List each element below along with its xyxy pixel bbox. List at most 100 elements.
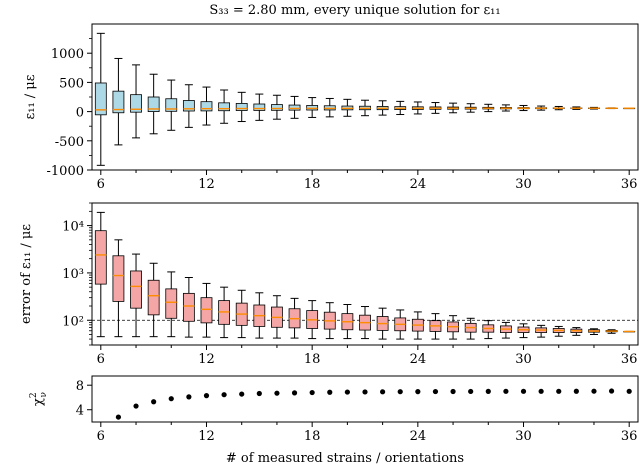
chi2-point-15 xyxy=(256,390,262,397)
box-12 xyxy=(200,282,213,338)
x-tick-label: 12 xyxy=(198,429,215,444)
x-tick-label: 30 xyxy=(515,177,532,192)
chi2-point-25 xyxy=(432,388,439,395)
box-28 xyxy=(482,320,495,340)
x-tick-label: 18 xyxy=(304,177,321,192)
box-26 xyxy=(447,102,459,114)
chi2-point-7 xyxy=(115,414,122,420)
chi2-point-26 xyxy=(450,388,456,395)
box-19 xyxy=(323,97,336,118)
box-15 xyxy=(253,292,266,339)
chi2-point-30 xyxy=(520,388,527,394)
box-36 xyxy=(623,330,636,333)
box-34 xyxy=(588,328,600,335)
x-tick-label: 18 xyxy=(304,429,321,444)
box-33 xyxy=(570,327,583,336)
box-20 xyxy=(341,304,354,340)
box-10 xyxy=(165,79,178,131)
box-21 xyxy=(359,99,371,117)
box-body xyxy=(200,101,213,112)
box-body xyxy=(130,270,142,309)
chi2-point-21 xyxy=(362,389,368,395)
box-27 xyxy=(464,317,477,340)
x-tick-label: 6 xyxy=(97,352,105,367)
chi2-point-19 xyxy=(327,389,333,395)
box-13 xyxy=(218,286,230,339)
chi2-point-24 xyxy=(415,389,421,395)
box-body xyxy=(147,96,160,112)
chi2-point-32 xyxy=(556,388,562,394)
box-14 xyxy=(235,91,248,123)
chi2-point-31 xyxy=(538,388,544,394)
box-35 xyxy=(605,107,618,110)
chi2-point-9 xyxy=(151,399,157,405)
box-body xyxy=(200,297,213,324)
chi2-point-36 xyxy=(626,388,632,394)
chi2-point-27 xyxy=(468,388,474,395)
box-12 xyxy=(200,86,213,126)
chi2-point-12 xyxy=(203,393,210,399)
box-body xyxy=(253,103,266,111)
box-22 xyxy=(376,307,389,340)
box-body xyxy=(112,255,125,302)
box-23 xyxy=(394,309,407,340)
y-axis-label-base: χ xyxy=(31,398,46,406)
chi2-point-29 xyxy=(503,388,509,394)
chi2-point-28 xyxy=(485,388,491,394)
box-14 xyxy=(235,289,248,339)
box-34 xyxy=(588,106,600,110)
box-9 xyxy=(147,262,160,338)
chi2-panel: 6 12 18 24 30 36 4 8 χ2ν xyxy=(29,375,639,444)
box-11 xyxy=(182,277,195,338)
box-body xyxy=(112,90,125,114)
box-35 xyxy=(605,329,618,334)
y-tick-label: 4 xyxy=(76,404,84,419)
box-17 xyxy=(288,297,301,339)
box-body xyxy=(288,104,301,111)
box-32 xyxy=(552,105,565,111)
y-axis-label-sub: ν xyxy=(39,392,49,397)
x-tick-label: 30 xyxy=(515,429,532,444)
x-tick-label: 18 xyxy=(304,352,321,367)
box-15 xyxy=(253,93,266,121)
x-tick-label: 36 xyxy=(621,429,638,444)
box-19 xyxy=(323,302,336,340)
y-tick-label: -500 xyxy=(55,135,84,150)
chi2-point-20 xyxy=(344,389,350,395)
x-tick-label: 36 xyxy=(621,177,638,192)
x-tick-label: 6 xyxy=(97,429,105,444)
x-tick-label: 30 xyxy=(515,352,532,367)
box-30 xyxy=(517,104,530,112)
chart-title: S₃₃ = 2.80 mm, every unique solution for… xyxy=(209,3,500,18)
box-body xyxy=(165,98,178,112)
y-axis-label: ε₁₁ / με xyxy=(23,74,38,119)
box-16 xyxy=(271,295,283,339)
box-6 xyxy=(94,32,107,166)
box-body xyxy=(218,102,230,112)
chi2-point-10 xyxy=(168,396,174,402)
box-30 xyxy=(517,323,530,339)
box-24 xyxy=(411,101,424,115)
y-tick-label: 10³ xyxy=(62,267,84,282)
y-tick-label: 500 xyxy=(59,76,84,91)
box-body xyxy=(271,104,283,111)
box-28 xyxy=(482,103,495,113)
box-31 xyxy=(535,105,548,111)
box-29 xyxy=(500,104,512,112)
y-tick-label: 0 xyxy=(76,106,84,121)
x-tick-label: 24 xyxy=(410,177,427,192)
y-tick-label: 8 xyxy=(76,379,84,394)
box-17 xyxy=(288,95,301,119)
chi2-point-17 xyxy=(291,390,298,396)
box-body xyxy=(182,292,195,322)
chi2-point-22 xyxy=(380,389,386,395)
box-18 xyxy=(306,97,319,118)
box-16 xyxy=(271,94,283,120)
y-tick-label: 10⁴ xyxy=(62,220,84,235)
x-tick-label: 12 xyxy=(198,177,215,192)
box-18 xyxy=(306,300,319,340)
box-25 xyxy=(429,313,442,340)
plot-frame xyxy=(91,202,639,346)
chi2-point-18 xyxy=(309,389,315,396)
